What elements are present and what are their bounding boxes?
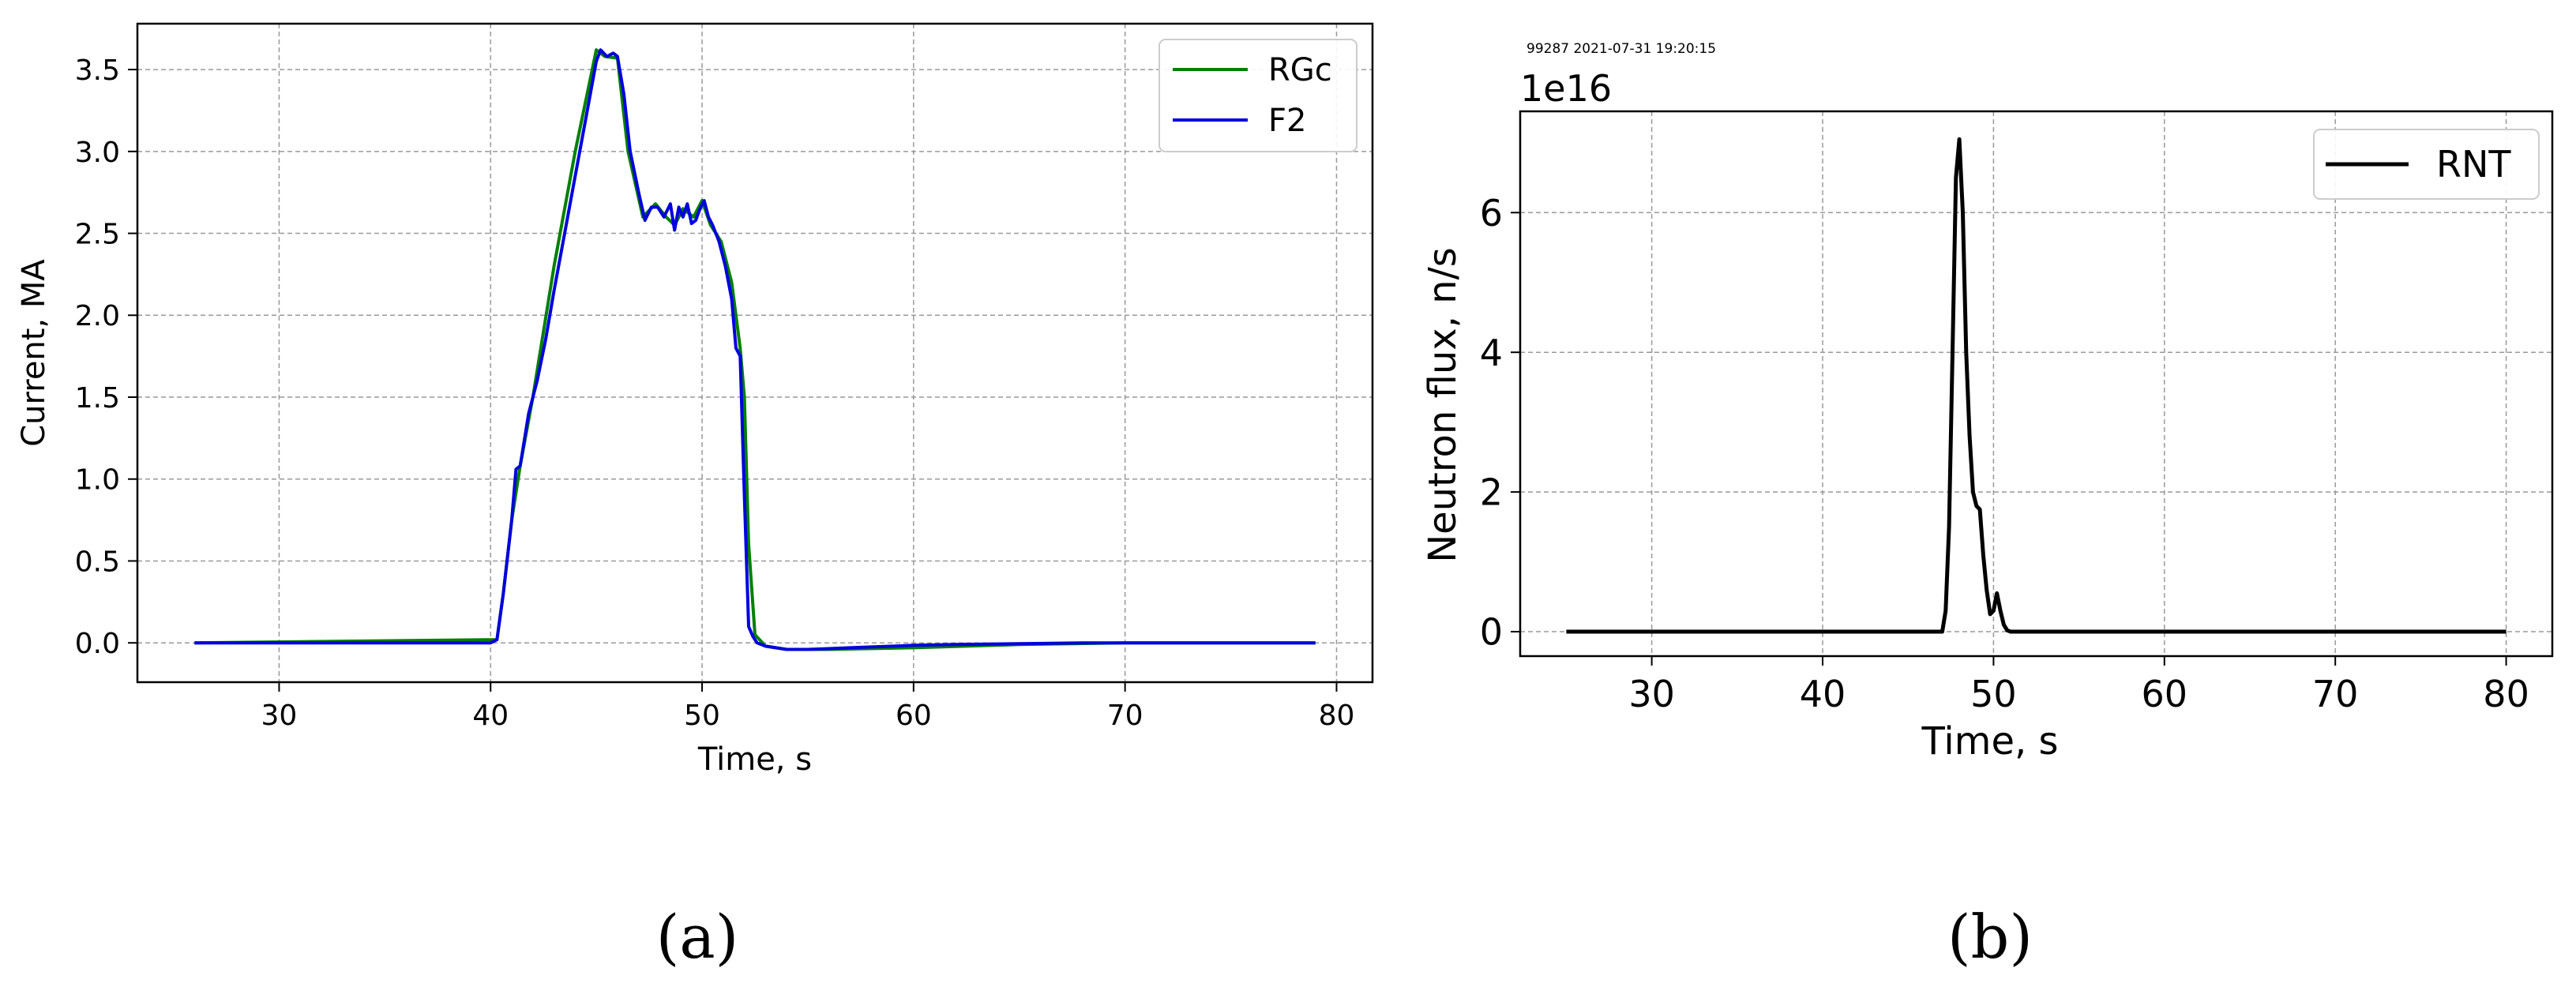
x-tick-label: 50 <box>684 700 720 732</box>
panel-caption-a: (a) <box>656 902 739 972</box>
series-line-rnt <box>1566 137 2507 634</box>
y-tick-label: 0 <box>1480 611 1503 654</box>
y-tick-label: 0.5 <box>75 546 120 578</box>
y-tick-label: 0.0 <box>75 628 120 660</box>
axis-ticks: 30 40 50 60 70 80 0 2 4 6 <box>1480 192 2529 715</box>
y-tick-label: 3.0 <box>75 137 120 169</box>
panel-caption-b: (b) <box>1947 902 2033 972</box>
x-tick-label: 80 <box>1319 700 1355 732</box>
x-tick-label: 50 <box>1970 673 2017 715</box>
series-line-f2 <box>194 48 1316 651</box>
x-axis-label: Time, s <box>1921 719 2059 764</box>
y-tick-label: 4 <box>1480 332 1503 374</box>
x-axis-label: Time, s <box>697 741 812 778</box>
x-tick-label: 60 <box>2142 673 2188 715</box>
legend-label-rnt: RNT <box>2436 143 2511 186</box>
series-lines <box>194 48 1316 651</box>
y-tick-label: 6 <box>1480 192 1503 234</box>
offset-text: 1e16 <box>1520 67 1612 110</box>
y-axis-label: Neutron flux, n/s <box>1421 247 1465 563</box>
neutron-flux-chart: 30 40 50 60 70 80 0 2 4 6 99287 2021-07-31 19:20:… <box>1421 41 2554 972</box>
x-tick-label: 80 <box>2483 673 2529 715</box>
legend: RNT <box>2313 129 2540 200</box>
legend-label-rgc: RGc <box>1268 52 1332 88</box>
y-tick-label: 2.0 <box>75 300 120 332</box>
legend: RGc F2 <box>1158 39 1357 152</box>
current-chart: 30 40 50 60 70 80 0.0 0.5 1.0 1.5 2.0 2.5 3.0 3.5 Tim… <box>16 22 1374 972</box>
x-tick-label: 70 <box>1107 700 1143 732</box>
x-tick-label: 70 <box>2312 673 2359 715</box>
legend-box <box>1158 39 1357 152</box>
x-tick-label: 30 <box>1628 673 1675 715</box>
series-lines <box>1566 137 2507 634</box>
y-tick-label: 2 <box>1480 471 1503 514</box>
plot-frame <box>1519 110 2554 658</box>
legend-box <box>2313 129 2540 200</box>
y-tick-label: 1.0 <box>75 464 120 497</box>
plot-frame <box>136 22 1374 684</box>
legend-label-f2: F2 <box>1268 103 1306 139</box>
header-text: 99287 2021-07-31 19:20:15 <box>1526 41 1716 57</box>
x-tick-label: 40 <box>472 700 509 732</box>
x-tick-label: 30 <box>261 700 298 732</box>
y-tick-label: 3.5 <box>75 54 120 87</box>
y-axis-label: Current, MA <box>16 259 52 447</box>
series-line-rgc <box>194 48 1316 651</box>
y-tick-label: 1.5 <box>75 382 120 415</box>
y-tick-label: 2.5 <box>75 219 120 251</box>
x-tick-label: 40 <box>1800 673 1846 715</box>
axis-ticks: 30 40 50 60 70 80 0.0 0.5 1.0 1.5 2.0 2.5 3.0 3.5 <box>75 54 1355 732</box>
x-tick-label: 60 <box>896 700 932 732</box>
